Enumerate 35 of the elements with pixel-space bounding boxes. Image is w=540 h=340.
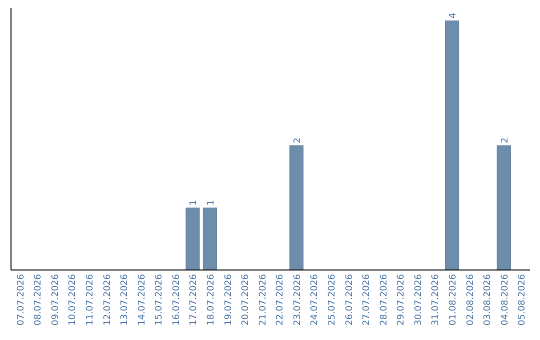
x-tick-label: 02.08.2026 (466, 274, 476, 326)
x-tick-label: 28.07.2026 (379, 274, 390, 326)
x-tick-label: 26.07.2026 (344, 274, 355, 326)
x-tick-label: 04.08.2026 (500, 274, 510, 326)
x-tick-label: 18.07.2026 (206, 274, 216, 326)
x-tick-label: 15.07.2026 (154, 274, 165, 326)
data-label: 2 (292, 138, 303, 144)
x-tick-label: 19.07.2026 (224, 274, 234, 326)
data-label: 1 (189, 200, 200, 206)
data-label: 4 (448, 12, 459, 18)
x-tick-label: 20.07.2026 (241, 274, 252, 326)
x-tick-label: 17.07.2026 (189, 274, 200, 326)
x-tick-label: 30.07.2026 (414, 274, 424, 326)
x-tick-label: 31.07.2026 (431, 274, 442, 326)
x-tick-label: 29.07.2026 (396, 274, 407, 326)
x-tick-label: 10.07.2026 (68, 274, 78, 326)
x-tick-label: 13.07.2026 (120, 274, 130, 326)
x-tick-label: 25.07.2026 (328, 274, 338, 326)
x-tick-label: 11.07.2026 (85, 274, 96, 326)
x-tick-label: 24.07.2026 (310, 274, 320, 326)
x-tick-label: 23.07.2026 (292, 274, 303, 326)
x-tick-label: 07.07.2026 (16, 274, 26, 326)
data-label: 2 (500, 138, 510, 144)
x-tick-label: 12.07.2026 (102, 274, 113, 326)
data-label: 1 (206, 200, 216, 206)
x-tick-label: 14.07.2026 (137, 274, 148, 326)
x-tick-label: 09.07.2026 (50, 274, 61, 326)
x-tick-label: 16.07.2026 (172, 274, 182, 326)
x-tick-label: 05.08.2026 (518, 274, 528, 326)
x-tick-label: 27.07.2026 (362, 274, 372, 326)
x-tick-label: 01.08.2026 (448, 274, 459, 326)
x-tick-label: 22.07.2026 (276, 274, 286, 326)
x-tick-label: 21.07.2026 (258, 274, 268, 326)
x-tick-label: 08.07.2026 (34, 274, 44, 326)
x-tick-label: 03.08.2026 (483, 274, 494, 326)
